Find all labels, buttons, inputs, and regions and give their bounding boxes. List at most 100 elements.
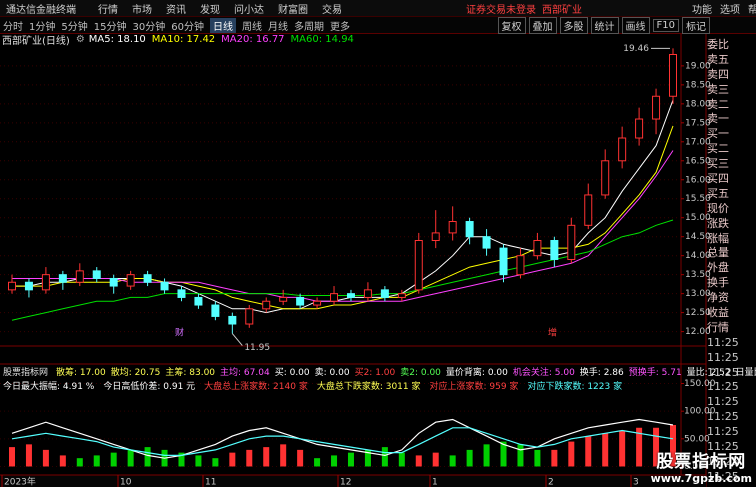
indicator-bar	[331, 455, 338, 467]
indicator-bar	[500, 441, 507, 467]
quote-label: 总量	[707, 246, 729, 260]
quote-time: 11:25	[707, 350, 739, 364]
quote-label: 买四	[707, 172, 729, 186]
tool-button[interactable]: 叠加	[528, 16, 557, 34]
quote-time: 11:25	[707, 380, 739, 394]
period-tab[interactable]: 分时	[3, 21, 23, 33]
indicator-line	[11, 427, 674, 456]
indicator-stat: 今日最大振幅: 4.91 %	[3, 382, 95, 392]
quote-label: 涨跌	[707, 216, 729, 230]
indicator-bar	[432, 452, 439, 467]
indicator-field: 预换手: 5.71	[628, 368, 682, 378]
candle-body	[8, 281, 16, 291]
watermark-title: 股票指标网	[656, 452, 747, 472]
period-tab[interactable]: 5分钟	[61, 21, 88, 33]
menu-item[interactable]: 帮助	[748, 4, 756, 16]
indicator-bar	[127, 449, 134, 467]
y-tick-label: 19.00	[685, 61, 711, 71]
menu-item[interactable]: 市场	[132, 4, 152, 16]
tool-button[interactable]: 统计	[590, 16, 619, 34]
quote-panel: 委比 卖五 卖四 卖三 卖二 卖一 买一 买二 买三 买四 买五 现价 涨跌 涨幅 总量 外盘 换手 净资 收益 行情…	[707, 38, 756, 485]
candle-body	[465, 221, 474, 238]
legend-entry: MA5: 18.10	[88, 33, 146, 45]
y-tick-label: 13.50	[685, 270, 711, 280]
period-tab[interactable]: 日线	[209, 17, 236, 33]
menu-item[interactable]: 问小达	[234, 4, 264, 16]
indicator-bar	[364, 449, 371, 467]
candle-body	[584, 194, 593, 226]
settings-icon: ⚙	[75, 33, 85, 45]
toolbar: 分时 1分钟 5分钟 15分钟 30分钟 60分钟 日线 周线 月线 多周期 更多 复权 叠加 多股 统计画…	[0, 16, 756, 34]
indicator-stats: 今日最大振幅: 4.91 % 今日高低价差: 0.91 元大盘总上涨家数: 214…	[0, 380, 631, 392]
tool-button[interactable]: 多股	[559, 16, 588, 34]
indicator-field: 量价背离: 0.00	[445, 368, 508, 378]
period-tab[interactable]: 多周期	[293, 21, 324, 33]
tool-button[interactable]: 复权	[497, 16, 526, 34]
candle-body	[516, 255, 525, 276]
period-tab[interactable]: 1分钟	[29, 21, 56, 33]
period-tab[interactable]: 60分钟	[171, 21, 204, 33]
candle-body	[160, 281, 169, 291]
menu-item[interactable]: 交易	[322, 4, 342, 16]
candle-body	[245, 308, 254, 325]
candle-body	[550, 240, 559, 260]
period-tab[interactable]: 月线	[267, 21, 288, 33]
menu-item[interactable]: 资讯	[166, 4, 186, 16]
date-label: 11	[205, 478, 216, 487]
quote-label: 买三	[707, 157, 729, 171]
menu-item[interactable]: 功能	[692, 4, 712, 16]
app-title: 通达信金融终端	[6, 4, 76, 16]
candle-body	[92, 270, 101, 279]
indicator-field: 卖: 0.00	[314, 368, 350, 378]
menu-item[interactable]: 发现	[200, 4, 220, 16]
y-tick-label: 14.00	[685, 251, 711, 261]
stock-name: 西部矿业	[542, 4, 582, 16]
y-tick-label: 12.00	[685, 327, 711, 337]
tool-button[interactable]: 标记	[682, 16, 710, 34]
indicator-field: 买2: 1.00	[354, 368, 396, 378]
tool-button[interactable]: F10	[652, 18, 679, 32]
candle-body	[279, 296, 288, 302]
indicator-bar	[619, 430, 626, 467]
candle-body	[194, 296, 203, 306]
tool-button[interactable]: 画线	[621, 16, 650, 34]
indicator-bar	[42, 449, 49, 467]
indicator-bar	[534, 449, 541, 467]
indicator-field: 量比: 2.52	[686, 368, 731, 378]
period-tab[interactable]: 周线	[241, 21, 262, 33]
quote-time: 11:25	[707, 469, 739, 483]
menu-item[interactable]: 财富圈	[278, 4, 308, 16]
indicator-bar	[93, 455, 100, 467]
quote-label: 涨幅	[707, 231, 729, 245]
indicator-bar	[466, 449, 473, 467]
candle-body	[109, 277, 118, 287]
y-tick-label: 15.50	[685, 194, 711, 204]
indicator-fields: 股票指标网 散筹: 17.00 散均: 20.75 主筹: 83.00 主均: 67.0…	[0, 366, 756, 378]
indicator-bar	[59, 455, 66, 467]
candle-body	[75, 270, 84, 283]
event-marker: 财	[175, 327, 184, 339]
date-label: 2023年	[4, 476, 36, 487]
period-tab[interactable]: 15分钟	[93, 21, 127, 33]
quote-time: 11:25	[707, 410, 739, 424]
date-label: 3	[633, 478, 639, 487]
chart-title: 西部矿业(日线)	[2, 35, 70, 47]
quote-label: 卖五	[707, 52, 729, 66]
indicator-stat: 大盘总下跌家数: 3011 家	[316, 382, 421, 392]
low-leader	[231, 333, 243, 346]
y-tick-label: 13.00	[685, 289, 711, 299]
candle-body	[635, 118, 644, 139]
candle-body	[567, 224, 576, 260]
menu-item[interactable]: 行情	[98, 4, 118, 16]
menu-item[interactable]: 选项	[720, 4, 740, 16]
candle-body	[448, 221, 457, 234]
candle-body	[601, 160, 610, 196]
candle-body	[431, 232, 440, 242]
date-axis	[0, 475, 706, 487]
period-tab[interactable]: 30分钟	[132, 21, 166, 33]
indicator-bar	[415, 455, 422, 467]
date-label: 2	[548, 478, 554, 487]
quote-time: 11:25	[707, 425, 739, 439]
period-tab[interactable]: 更多	[329, 21, 350, 33]
